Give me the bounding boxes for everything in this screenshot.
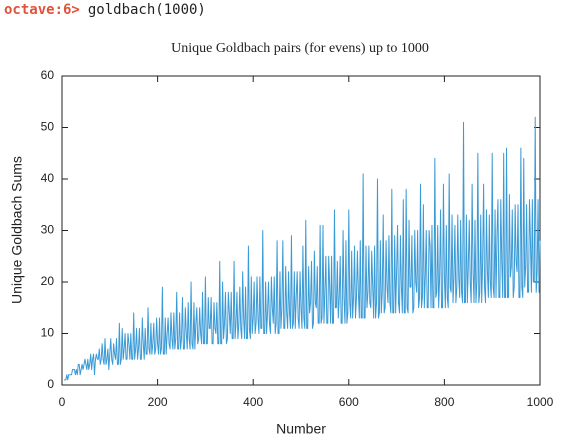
- plot-frame: [61, 75, 541, 386]
- command: goldbach(1000): [87, 2, 206, 18]
- x-axis-label: Number: [276, 421, 326, 437]
- x-tick-label: 400: [243, 395, 263, 409]
- y-tick-label: 40: [41, 171, 55, 185]
- console-line: octave:6> goldbach(1000): [4, 0, 206, 20]
- x-tick-label: 600: [339, 395, 359, 409]
- x-tick-label: 800: [434, 395, 454, 409]
- chart-title: Unique Goldbach pairs (for evens) up to …: [171, 41, 429, 56]
- y-tick-label: 60: [41, 68, 55, 82]
- x-tick-label: 200: [148, 395, 168, 409]
- y-tick-label: 10: [41, 326, 55, 340]
- x-tick-label: 0: [59, 395, 66, 409]
- y-axis-label: Unique Goldbach Sums: [9, 156, 25, 304]
- x-tick-label: 1000: [527, 395, 554, 409]
- y-tick-label: 30: [41, 223, 55, 237]
- y-tick-label: 20: [41, 274, 55, 288]
- data-line: [63, 116, 541, 381]
- y-tick-label: 0: [47, 377, 54, 391]
- prompt-label: octave:6>: [4, 2, 80, 18]
- y-tick-label: 50: [41, 120, 55, 134]
